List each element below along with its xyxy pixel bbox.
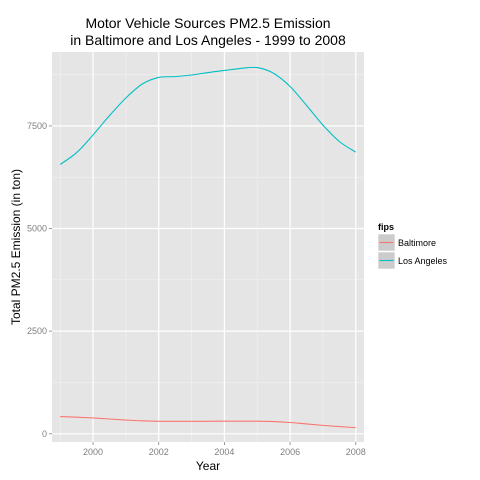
series-line-baltimore <box>60 416 356 429</box>
chart-title-line-2: in Baltimore and Los Angeles - 1999 to 2… <box>70 32 346 48</box>
x-tick-label: 2008 <box>346 447 366 457</box>
series-lines <box>59 66 357 429</box>
legend: fips Baltimore Los Angeles <box>377 222 448 270</box>
legend-item-baltimore: Baltimore <box>377 233 436 252</box>
y-tick-label: 7500 <box>27 121 47 131</box>
x-axis-title: Year <box>196 459 220 473</box>
legend-item-los-angeles: Los Angeles <box>377 251 448 270</box>
minor-gridlines <box>52 52 364 442</box>
y-tick-label: 2500 <box>27 326 47 336</box>
series-line-los-angeles <box>59 66 357 165</box>
legend-label: Los Angeles <box>398 256 448 266</box>
plot-panel <box>52 52 364 442</box>
y-axis-title: Total PM2.5 Emission (in ton) <box>9 169 23 325</box>
legend-label: Baltimore <box>398 238 436 248</box>
x-tick-label: 2006 <box>280 447 300 457</box>
y-tick-label: 5000 <box>27 224 47 234</box>
y-tick-label: 0 <box>42 429 47 439</box>
x-tick-label: 2000 <box>83 447 103 457</box>
tick-marks <box>49 125 357 445</box>
chart-title-line-1: Motor Vehicle Sources PM2.5 Emission <box>85 15 330 31</box>
major-gridlines <box>52 52 364 442</box>
x-tick-labels: 2000 2002 2004 2006 2008 <box>83 447 366 457</box>
legend-title: fips <box>378 222 394 232</box>
x-tick-label: 2004 <box>214 447 234 457</box>
y-tick-labels: 0 2500 5000 7500 <box>27 121 47 439</box>
x-tick-label: 2002 <box>149 447 169 457</box>
